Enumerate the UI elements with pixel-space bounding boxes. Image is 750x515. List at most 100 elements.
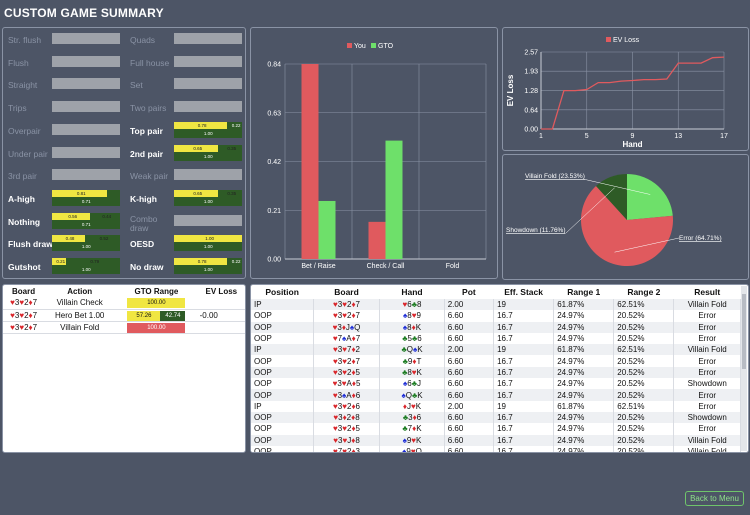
hands-cell-position: OOP: [251, 366, 314, 379]
back-to-menu-button[interactable]: Back to Menu: [685, 491, 744, 506]
hands-cell-range-1: 24.97%: [553, 310, 615, 322]
bar-chart-ytick: 0.42: [267, 159, 281, 166]
hands-col-result[interactable]: Result: [694, 287, 721, 297]
hand-strength-label-3rd-pair: 3rd pair: [8, 171, 37, 182]
hands-col-pot[interactable]: Pot: [462, 287, 476, 297]
bar-gto-bet-raise: [318, 200, 336, 259]
hands-table-row[interactable]: OOP ♥3♠A♦6 ♠Q♣K 6.60 16.7 24.97% 20.52% Error: [251, 389, 741, 401]
action-frequency-chart: You GTO 0.00 0.21 0.42 0.63 0.84 Bet / Raise Che…: [267, 43, 487, 270]
hands-cell-pot: 6.60: [444, 411, 495, 424]
hand-strength-top-remainder: [227, 121, 242, 129]
hand-strength-bar-empty: [52, 146, 120, 158]
hand-strength-value-bottom: 1.00: [203, 244, 213, 250]
hands-cell-range-2: 20.52%: [613, 366, 675, 379]
hands-table-scrollbar[interactable]: [741, 286, 747, 451]
hands-table-row[interactable]: OOP ♥3♥2♦7 ♠8♥9 6.60 16.7 24.97% 20.52% Error: [251, 310, 741, 322]
hand-strength-bar-a-high: 0.81 0.71: [52, 189, 120, 206]
hands-cell-range-2: 20.52%: [613, 423, 675, 435]
hands-table-row[interactable]: OOP ♥3♦J♠Q ♠8♦K 6.60 16.7 24.97% 20.52% Error: [251, 321, 741, 333]
hands-cell-range-1: 24.97%: [553, 321, 615, 333]
hands-cell-pot: 2.00: [444, 344, 495, 356]
hands-table-row[interactable]: OOP ♥3♥A♦5 ♠6♣J 6.60 16.7 24.97% 20.52% Showdow…: [251, 378, 741, 390]
hand-strength-bar-nothing: 0.56 0.44 0.71: [52, 212, 120, 229]
hands-cell-eff-stack: 16.7: [493, 411, 555, 424]
hands-cell-pot: 2.00: [444, 299, 495, 311]
line-chart-ytick: 2.57: [524, 50, 538, 57]
hand-strength-value-b: 0.79: [90, 259, 100, 264]
hands-cell-position: OOP: [251, 434, 314, 446]
hand-strength-bar-empty: [52, 55, 120, 67]
hand-strength-bar-empty: [174, 214, 242, 226]
hands-table-row[interactable]: IP ♥3♥2♦6 ♦J♥K 2.00 19 61.87% 62.51% Error: [251, 400, 741, 412]
hands-cell-pot: 6.60: [444, 310, 495, 322]
hand-strength-label-nothing: Nothing: [8, 216, 41, 227]
gto-range-b: 42.74: [160, 310, 186, 321]
col-action: Action: [67, 286, 93, 296]
hands-cell-eff-stack: 16.7: [493, 366, 555, 379]
bar-you-bet-raise: [301, 64, 319, 259]
scrollbar-thumb[interactable]: [742, 294, 746, 369]
hands-table-row[interactable]: IP ♥3♥7♦2 ♣Q♠K 2.00 19 61.87% 62.51% Villain Fo…: [251, 344, 741, 356]
hand-strength-bar-top-pair: 0.78 0.22 1.00: [174, 121, 242, 138]
hands-col-range-1[interactable]: Range 1: [567, 287, 601, 297]
hands-cell-range-1: 24.97%: [553, 332, 615, 345]
hands-cell-board: ♥7♥2♦3: [313, 445, 381, 452]
legend-label-gto: GTO: [378, 43, 394, 50]
hands-col-board[interactable]: Board: [334, 287, 359, 297]
hand-strength-label-top-pair: Top pair: [130, 125, 163, 136]
hand-action-row[interactable]: ♥3♥2♦7 Hero Bet 1.00 57.26 42.74 -0.00: [3, 309, 245, 322]
hand-strength-label-combo-draw: Combo draw: [130, 213, 158, 233]
hands-table-row[interactable]: OOP ♥3♥2♦5 ♣7♦K 6.60 16.7 24.97% 20.52% Error: [251, 423, 741, 435]
hand-strength-label-quads: Quads: [130, 35, 156, 45]
hands-cell-position: OOP: [251, 332, 314, 345]
hand-strength-bar-no-draw: 0.78 0.22 1.00: [174, 258, 242, 274]
hands-cell-range-2: 20.52%: [613, 321, 675, 333]
pie-label-villain-fold: Villain Fold (23.53%): [525, 173, 585, 180]
hands-col-eff-stack[interactable]: Eff. Stack: [504, 287, 543, 297]
hand-strength-value-a: 0.21: [56, 259, 66, 264]
col-gto-range: GTO Range: [134, 286, 179, 296]
hand-strength-top-remainder: [218, 189, 242, 197]
hand-strength-top-fill: [174, 121, 228, 129]
hands-cell-position: OOP: [251, 378, 314, 390]
hands-cell-hand: ♠8♥9: [379, 310, 445, 322]
hands-table-row[interactable]: IP ♥3♥2♦7 ♥6♣8 2.00 19 61.87% 62.51% Villain Fo…: [251, 299, 741, 311]
hands-cell-result: Error: [673, 400, 741, 412]
col-ev-loss: EV Loss: [205, 286, 238, 296]
hands-cell-result: Villain Fold: [673, 299, 741, 311]
hands-cell-result: Villain Fold: [673, 445, 741, 452]
hands-table-row[interactable]: OOP ♥3♥2♦5 ♣8♥K 6.60 16.7 24.97% 20.52% Error: [251, 366, 741, 379]
hands-cell-eff-stack: 16.7: [493, 310, 555, 322]
hands-table-row[interactable]: OOP ♥3♦2♦8 ♣3♦6 6.60 16.7 24.97% 20.52% Showdow…: [251, 411, 741, 424]
hand-strength-top-remainder: [227, 258, 242, 265]
line-chart-legend: EV Loss: [606, 37, 640, 44]
hands-table-row[interactable]: OOP ♥7♥2♦3 ♠9♥Q 6.60 16.7 24.97% 20.52% Villain…: [251, 445, 741, 452]
hand-action-row[interactable]: ♥3♥2♦7 Villain Check 100.00: [3, 297, 245, 310]
hand-strength-top-remainder: [90, 212, 120, 220]
hands-cell-result: Error: [673, 389, 741, 401]
hands-col-hand[interactable]: Hand: [401, 287, 423, 297]
hands-cell-result: Error: [673, 366, 741, 379]
hands-cell-range-1: 24.97%: [553, 389, 615, 401]
hand-strength-value-a: 0.78: [197, 122, 207, 128]
hand-action-row[interactable]: ♥3♥2♦7 Villain Fold 100.00: [3, 321, 245, 334]
ev-loss-line: [541, 56, 725, 130]
bar-chart-ytick: 0.84: [267, 62, 281, 69]
hands-cell-range-2: 62.51%: [613, 344, 675, 356]
hand-strength-label-under-pair: Under pair: [8, 148, 48, 159]
hand-strength-bar-oesd: 1.00 1.00: [174, 235, 242, 252]
hand-strength-label-overpair: Overpair: [8, 125, 41, 136]
hand-strength-bar-empty: [174, 78, 242, 90]
result-pie-chart-panel: Error (64.71%) Showdown (11.76%) Villain F…: [502, 154, 749, 280]
hands-table-row[interactable]: OOP ♥3♥J♦8 ♠9♥K 6.60 16.7 24.97% 20.52% Villain…: [251, 434, 741, 446]
hands-col-position[interactable]: Position: [265, 287, 299, 297]
hands-table-row[interactable]: OOP ♥7♠A♦7 ♣5♣6 6.60 16.7 24.97% 20.52% Error: [251, 332, 741, 345]
hands-cell-eff-stack: 19: [493, 344, 555, 356]
legend-swatch-ev-loss: [606, 37, 611, 42]
hand-actions-table: Board Action GTO Range EV Loss ♥3♥2♦7 Vil…: [3, 285, 245, 334]
hands-cell-board: ♥3♥2♦7: [313, 299, 381, 311]
hands-cell-position: OOP: [251, 423, 314, 435]
bar-chart-legend: You GTO: [347, 43, 394, 50]
hands-col-range-2[interactable]: Range 2: [627, 287, 661, 297]
hands-table-row[interactable]: OOP ♥3♥2♦7 ♣9♦T 6.60 16.7 24.97% 20.52% Error: [251, 355, 741, 367]
